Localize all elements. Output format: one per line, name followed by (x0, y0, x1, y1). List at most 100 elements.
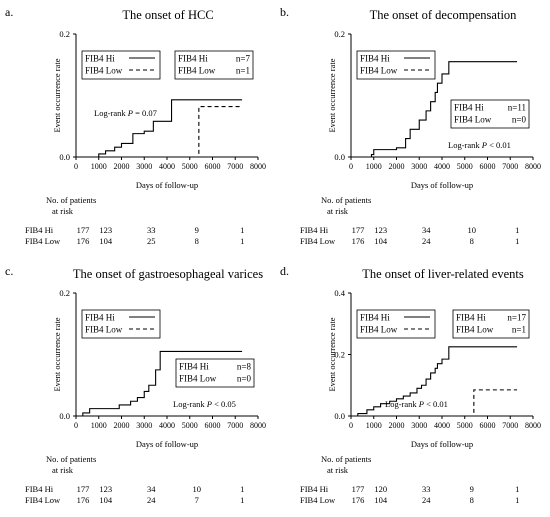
n-box: FIB4 Hi n=17 FIB4 Low n=1 (452, 309, 530, 339)
risk-count: 1 (515, 495, 519, 505)
risk-count: 9 (195, 225, 199, 235)
x-tick-label: 0 (349, 421, 353, 430)
risk-count: 1 (515, 236, 519, 246)
legend-box (356, 309, 436, 339)
risk-count: 1 (240, 225, 244, 235)
legend-label: FIB4 Low (360, 325, 398, 335)
panel-letter: a. (5, 5, 13, 19)
x-tick-label: 3000 (136, 162, 152, 171)
risk-count: 104 (374, 236, 388, 246)
risk-row-label: FIB4 Low (25, 495, 61, 505)
n-box-count: n=7 (236, 54, 251, 64)
risk-count: 1 (240, 236, 244, 246)
n-box-frame (452, 309, 530, 339)
y-axis-label: Event occurrence rate (327, 317, 337, 391)
panel-d: d. The onset of liver-related events Event… (275, 259, 550, 517)
x-axis-label: Days of follow-up (136, 180, 198, 190)
risk-count: 10 (468, 225, 477, 235)
legend-box (81, 50, 161, 80)
n-box-frame (174, 50, 254, 80)
x-tick-label: 6000 (480, 421, 496, 430)
y-axis-label: Event occurrence rate (52, 317, 62, 391)
n-box-count: n=0 (512, 115, 527, 125)
x-tick-label: 4000 (159, 162, 175, 171)
n-box-frame (450, 99, 530, 129)
x-tick-label: 4000 (434, 162, 450, 171)
x-axis-label: Days of follow-up (411, 180, 473, 190)
risk-header-line2: at risk (327, 206, 349, 216)
legend: FIB4 Hi FIB4 Low (356, 309, 436, 339)
x-tick-label: 3000 (411, 162, 427, 171)
x-tick-label: 5000 (457, 421, 473, 430)
chart-title: The onset of liver-related events (362, 267, 524, 281)
x-tick-label: 0 (74, 421, 78, 430)
x-tick-label: 1000 (91, 421, 107, 430)
logrank-annotation: Log-rank P < 0.01 (385, 399, 448, 409)
x-tick-label: 6000 (205, 421, 221, 430)
legend: FIB4 Hi FIB4 Low (81, 50, 161, 80)
n-box-count: n=1 (512, 325, 526, 335)
risk-row-label: FIB4 Hi (25, 484, 54, 494)
x-tick-label: 7000 (502, 421, 518, 430)
risk-count: 33 (422, 484, 431, 494)
n-box-group: FIB4 Low (179, 374, 217, 384)
x-tick-label: 7000 (227, 162, 243, 171)
x-tick-label: 8000 (525, 162, 541, 171)
n-box-count: n=11 (508, 103, 526, 113)
chart-svg: d. The onset of liver-related events Event… (280, 264, 541, 505)
risk-row-label: FIB4 Low (300, 495, 336, 505)
y-tick-label: 0.0 (334, 152, 345, 162)
n-box-count: n=8 (237, 362, 252, 372)
logrank-p: P (127, 108, 133, 118)
y-tick-label: 0.0 (59, 411, 70, 421)
n-box-group: FIB4 Low (454, 115, 492, 125)
risk-row-label: FIB4 Low (300, 236, 336, 246)
x-tick-label: 5000 (182, 162, 198, 171)
risk-count: 104 (99, 495, 113, 505)
risk-count: 120 (374, 484, 387, 494)
x-tick-label: 2000 (389, 421, 405, 430)
series-line-fib4-low (351, 389, 518, 417)
risk-header-line1: No. of patients (321, 195, 371, 205)
n-box-count: n=17 (507, 313, 526, 323)
n-box-group: FIB4 Low (456, 325, 494, 335)
chart-svg: c. The onset of gastroesophageal varices E… (5, 264, 266, 505)
logrank-value: < 0.01 (487, 140, 511, 150)
y-tick-label: 0.4 (334, 288, 345, 298)
legend-label: FIB4 Hi (85, 54, 115, 64)
n-box: FIB4 Hi n=8 FIB4 Low n=0 (175, 358, 255, 388)
x-tick-label: 2000 (114, 162, 130, 171)
n-box-count: n=0 (237, 374, 252, 384)
risk-count: 7 (195, 495, 199, 505)
x-tick-label: 5000 (457, 162, 473, 171)
logrank-p: P (481, 140, 487, 150)
risk-count: 177 (352, 225, 365, 235)
risk-count: 9 (470, 484, 474, 494)
risk-count: 1 (240, 495, 244, 505)
risk-count: 176 (77, 236, 90, 246)
n-box-group: FIB4 Hi (178, 54, 208, 64)
risk-header-line1: No. of patients (46, 454, 96, 464)
series-line-fib4-hi (351, 61, 518, 158)
legend-label: FIB4 Low (85, 325, 123, 335)
risk-count: 123 (99, 484, 112, 494)
risk-count: 10 (193, 484, 202, 494)
y-axis-label: Event occurrence rate (327, 58, 337, 132)
legend-label: FIB4 Low (85, 66, 123, 76)
risk-count: 8 (195, 236, 199, 246)
risk-count: 1 (240, 484, 244, 494)
risk-header-line2: at risk (52, 206, 74, 216)
risk-count: 24 (422, 236, 431, 246)
x-tick-label: 6000 (205, 162, 221, 171)
x-tick-label: 6000 (480, 162, 496, 171)
x-tick-label: 8000 (525, 421, 541, 430)
risk-count: 104 (374, 495, 388, 505)
logrank-annotation: Log-rank P = 0.07 (94, 108, 157, 118)
x-tick-label: 1000 (91, 162, 107, 171)
x-tick-label: 4000 (159, 421, 175, 430)
chart-svg: a. The onset of HCC Event occurrence rate 0… (5, 5, 266, 246)
risk-count: 123 (374, 225, 387, 235)
n-box-group: FIB4 Hi (456, 313, 486, 323)
risk-count: 176 (77, 495, 90, 505)
legend-label: FIB4 Hi (85, 313, 115, 323)
